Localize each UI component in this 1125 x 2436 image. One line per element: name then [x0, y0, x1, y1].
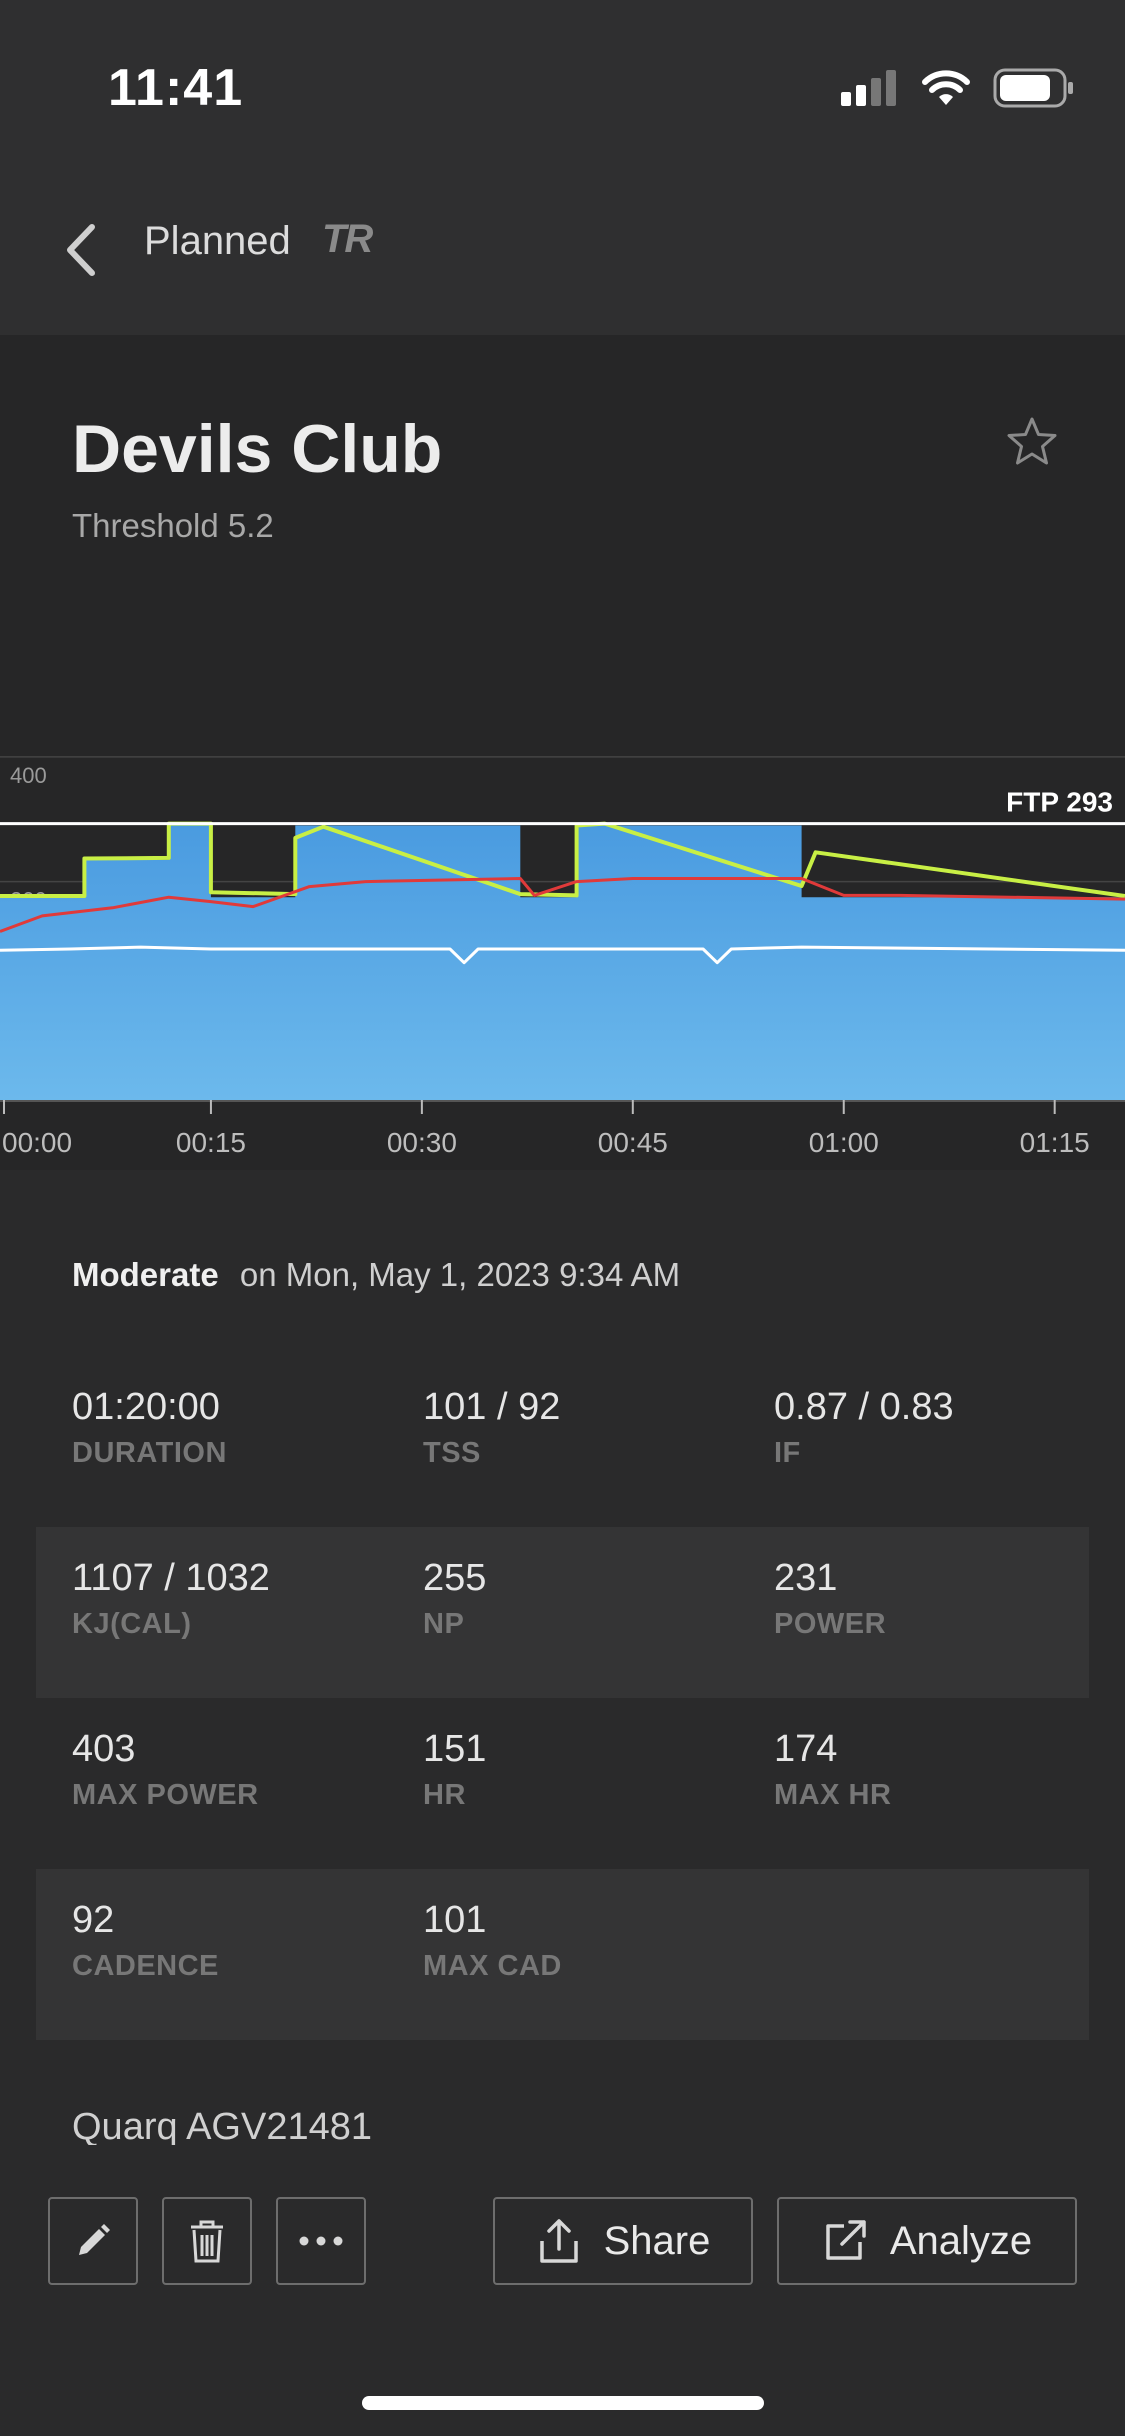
- intensity-label: Moderate: [72, 1256, 219, 1293]
- bottom-toolbar: Share Analyze: [0, 2145, 1125, 2436]
- x-tick-label: 00:00: [2, 1127, 72, 1158]
- stat-value: 255: [423, 1557, 487, 1599]
- stat-value: 101 / 92: [423, 1386, 561, 1428]
- share-label: Share: [603, 2218, 711, 2263]
- signal-icon: [841, 70, 896, 106]
- trash-icon: [191, 2220, 223, 2263]
- stat-power: 231 POWER: [774, 1557, 886, 1641]
- heart-rate-line: [0, 877, 1125, 933]
- power-line: [0, 821, 1125, 898]
- workout-chart: 400200FTP 29300:0000:1500:3000:4501:0001…: [0, 735, 1125, 1170]
- stat-label: POWER: [774, 1608, 887, 1640]
- stat-label: TSS: [423, 1437, 481, 1469]
- back-chevron-icon: [67, 224, 95, 276]
- x-tick-label: 01:00: [809, 1127, 879, 1158]
- wifi-icon: [922, 70, 970, 105]
- status-time: 11:41: [108, 59, 244, 117]
- back-button[interactable]: [50, 210, 110, 290]
- stat-value: 151: [423, 1728, 487, 1770]
- stat-label: NP: [423, 1608, 465, 1640]
- stats-grid: 01:20:00 DURATION 101 / 92 TSS 0.87 / 0.…: [36, 1356, 1089, 2040]
- more-icon: [299, 2236, 343, 2246]
- edit-button[interactable]: [48, 2197, 138, 2285]
- delete-button[interactable]: [162, 2197, 252, 2285]
- battery-icon: [993, 68, 1073, 108]
- ftp-label: FTP 293: [1006, 787, 1113, 818]
- cadence-line: [0, 945, 1125, 965]
- stat-duration: 01:20:00 DURATION: [72, 1386, 227, 1470]
- stat-label: DURATION: [72, 1437, 227, 1469]
- stat-label: CADENCE: [72, 1950, 219, 1982]
- workout-title: Devils Club: [72, 411, 443, 487]
- y-tick-label: 400: [10, 763, 47, 788]
- stat-label: IF: [774, 1437, 801, 1469]
- x-tick-label: 00:30: [387, 1127, 457, 1158]
- workout-date: on Mon, May 1, 2023 9:34 AM: [239, 1256, 681, 1293]
- stat-row: 01:20:00 DURATION 101 / 92 TSS 0.87 / 0.…: [36, 1356, 1089, 1527]
- stat-max-hr: 174 MAX HR: [774, 1728, 891, 1812]
- stat-row: 403 MAX POWER 151 HR 174 MAX HR: [36, 1698, 1089, 1869]
- stat-row: 92 CADENCE 101 MAX CAD: [36, 1869, 1089, 2040]
- workout-header: Devils Club Threshold 5.2: [0, 335, 1125, 735]
- stat-kj: 1107 / 1032 KJ(CAL): [72, 1557, 270, 1641]
- stat-row: 1107 / 1032 KJ(CAL) 255 NP 231 POWER: [36, 1527, 1089, 1698]
- stat-cadence: 92 CADENCE: [72, 1899, 219, 1983]
- stat-value: 0.87 / 0.83: [774, 1386, 954, 1428]
- target-power-area: [0, 825, 1125, 1100]
- status-icons: [841, 66, 1075, 110]
- pencil-icon: [79, 2224, 110, 2255]
- stat-hr: 151 HR: [423, 1728, 486, 1812]
- stat-value: 92: [72, 1899, 115, 1941]
- device-name: Quarq AGV21481: [72, 2106, 372, 2148]
- status-bar: 11:41: [0, 0, 1125, 175]
- stat-max-cad: 101 MAX CAD: [423, 1899, 562, 1983]
- stat-label: MAX HR: [774, 1779, 892, 1811]
- stat-value: 101: [423, 1899, 487, 1941]
- nav-title: Planned: [144, 219, 291, 263]
- stat-np: 255 NP: [423, 1557, 486, 1641]
- trainerroad-logo: TR: [322, 217, 373, 261]
- stat-label: HR: [423, 1779, 466, 1811]
- stat-tss: 101 / 92 TSS: [423, 1386, 560, 1470]
- x-axis-band: [0, 1100, 1125, 1170]
- stat-value: 231: [774, 1557, 838, 1599]
- analyze-button[interactable]: Analyze: [777, 2197, 1077, 2285]
- stat-value: 01:20:00: [72, 1386, 220, 1428]
- share-button[interactable]: Share: [493, 2197, 753, 2285]
- x-tick-label: 00:45: [598, 1127, 668, 1158]
- nav-bar: Planned TR: [0, 175, 1125, 335]
- power-chart: 400200FTP 29300:0000:1500:3000:4501:0001…: [0, 735, 1125, 1170]
- x-tick-label: 00:15: [176, 1127, 246, 1158]
- analyze-label: Analyze: [889, 2218, 1033, 2263]
- share-icon: [539, 2219, 578, 2263]
- star-icon[interactable]: [1005, 415, 1059, 469]
- home-indicator: [362, 2396, 764, 2410]
- stat-if: 0.87 / 0.83 IF: [774, 1386, 954, 1470]
- stat-label: KJ(CAL): [72, 1608, 192, 1640]
- stat-label: MAX CAD: [423, 1950, 562, 1982]
- stat-value: 174: [774, 1728, 838, 1770]
- stat-max-power: 403 MAX POWER: [72, 1728, 259, 1812]
- stat-label: MAX POWER: [72, 1779, 259, 1811]
- external-link-icon: [826, 2220, 866, 2260]
- more-button[interactable]: [276, 2197, 366, 2285]
- stat-value: 1107 / 1032: [72, 1557, 270, 1599]
- x-tick-label: 01:15: [1020, 1127, 1090, 1158]
- stat-value: 403: [72, 1728, 136, 1770]
- workout-summary: Moderate on Mon, May 1, 2023 9:34 AM: [72, 1256, 680, 1294]
- workout-subtitle: Threshold 5.2: [72, 507, 274, 544]
